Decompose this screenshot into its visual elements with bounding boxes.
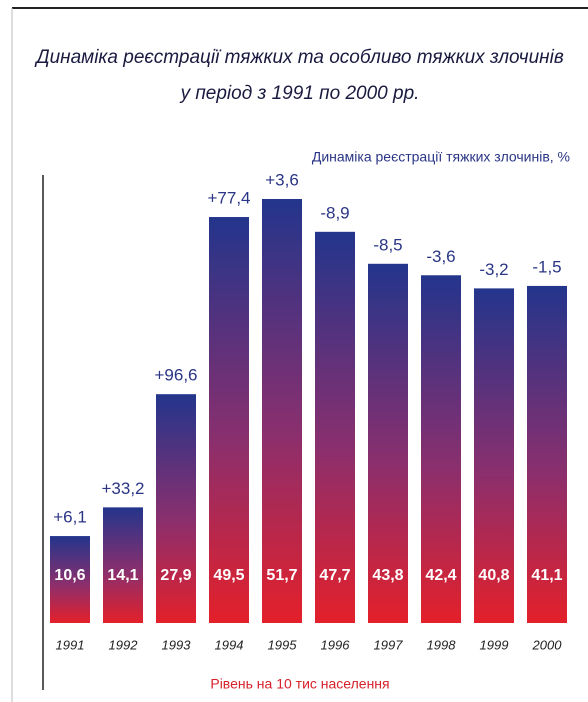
x-tick-label: 1999 <box>480 637 509 652</box>
chart-title: Динаміка реєстрації тяжких та особливо т… <box>34 47 564 68</box>
x-tick-label: 1993 <box>162 637 192 652</box>
change-value-label: +96,6 <box>154 366 197 385</box>
value-label: 41,1 <box>531 567 562 584</box>
bar <box>421 275 461 623</box>
change-value-label: -8,5 <box>373 235 402 254</box>
change-value-label: -8,9 <box>320 203 349 222</box>
x-tick-label: 2000 <box>532 637 563 652</box>
bar <box>50 536 90 623</box>
change-value-label: +33,2 <box>101 479 144 498</box>
value-label: 10,6 <box>54 567 85 584</box>
x-tick-label: 1991 <box>56 637 85 652</box>
bar <box>209 217 249 624</box>
x-axis-label: Рівень на 10 тис населення <box>210 676 389 692</box>
x-tick-label: 1994 <box>215 637 244 652</box>
value-label: 49,5 <box>213 567 244 584</box>
x-tick-label: 1996 <box>321 637 351 652</box>
chart-title: у період з 1991 по 2000 рр. <box>179 83 420 104</box>
bar <box>262 199 302 623</box>
value-label: 27,9 <box>160 567 191 584</box>
value-label: 51,7 <box>266 567 297 584</box>
value-label: 43,8 <box>372 567 403 584</box>
change-value-label: -3,2 <box>479 260 508 279</box>
value-label: 14,1 <box>107 567 138 584</box>
x-tick-label: 1995 <box>268 637 298 652</box>
bar <box>315 231 355 624</box>
change-value-label: +3,6 <box>265 170 299 189</box>
change-label: Динаміка реєстрації тяжких злочинів, % <box>312 149 570 165</box>
x-tick-label: 1992 <box>109 637 139 652</box>
value-label: 42,4 <box>425 567 456 584</box>
x-tick-label: 1998 <box>427 637 457 652</box>
change-value-label: +6,1 <box>53 508 87 527</box>
change-value-label: +77,4 <box>207 189 250 208</box>
bar <box>527 285 567 623</box>
value-label: 40,8 <box>478 567 509 584</box>
x-tick-label: 1997 <box>374 637 404 652</box>
bar <box>474 288 514 623</box>
bar <box>368 263 408 623</box>
change-value-label: -3,6 <box>426 247 455 266</box>
value-label: 47,7 <box>319 567 350 584</box>
change-value-label: -1,5 <box>532 257 561 276</box>
bar <box>103 507 143 623</box>
bar <box>156 394 196 623</box>
